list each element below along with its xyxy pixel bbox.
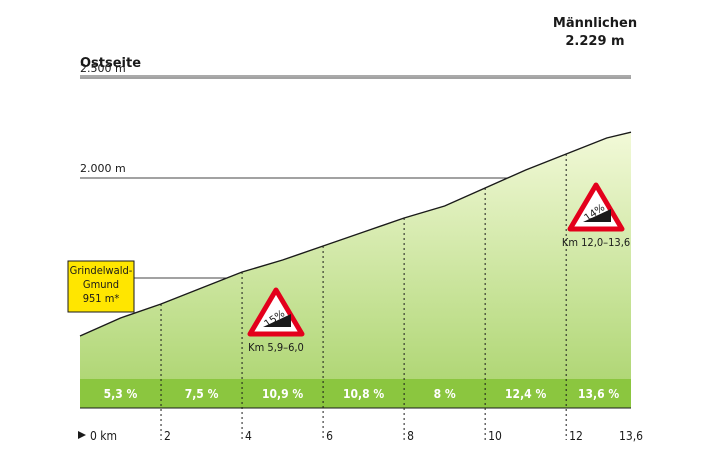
x-tick-label: 13,6	[619, 429, 643, 443]
gradient-label: 8 %	[434, 387, 456, 401]
x-axis-start-arrow	[78, 431, 86, 439]
steep-sign-2-label: Km 12,0–13,6	[562, 236, 630, 249]
x-tick-label: 0 km	[90, 429, 117, 443]
steep-sign-1: 15% Km 5,9–6,0	[247, 287, 305, 354]
summit-name: Männlichen	[553, 16, 637, 31]
gradient-band	[80, 379, 631, 408]
gradient-label: 12,4 %	[505, 387, 546, 401]
x-tick-label: 8	[407, 429, 414, 443]
gradient-labels: 5,3 % 7,5 % 10,9 % 10,8 % 8 % 12,4 % 13,6 %	[104, 387, 620, 401]
chart-title: Ostseite	[80, 56, 141, 71]
summit-elevation: 2.229 m	[565, 34, 624, 49]
slope-icon	[263, 314, 291, 327]
y-gridline-label: 2.500 m	[80, 62, 126, 75]
x-tick-label: 4	[245, 429, 252, 443]
steep-sign-1-label: Km 5,9–6,0	[248, 341, 304, 354]
start-label: Grindelwald- Gmund 951 m*	[67, 260, 135, 313]
slope-icon	[583, 209, 611, 222]
x-tick-label: 2	[164, 429, 171, 443]
x-tick-label: 12	[569, 429, 583, 443]
gradient-label: 13,6 %	[578, 387, 619, 401]
gradient-label: 10,8 %	[343, 387, 384, 401]
y-gridline-label: 2.000 m	[80, 162, 126, 175]
gradient-label: 7,5 %	[185, 387, 219, 401]
start-line-2: Gmund	[83, 278, 119, 291]
km-dividers	[160, 154, 567, 440]
steep-sign-2: 14% Km 12,0–13,6	[562, 182, 630, 249]
elevation-area	[80, 132, 631, 408]
gradient-label: 10,9 %	[262, 387, 303, 401]
x-axis-ticks: 0 km 2 4 6 8 10 12 13,6	[90, 429, 643, 443]
start-line-3: 951 m*	[83, 292, 120, 305]
gradient-label: 5,3 %	[104, 387, 138, 401]
start-line-1: Grindelwald-	[70, 264, 133, 277]
elevation-line	[79, 131, 632, 337]
x-tick-label: 6	[326, 429, 333, 443]
x-tick-label: 10	[488, 429, 502, 443]
